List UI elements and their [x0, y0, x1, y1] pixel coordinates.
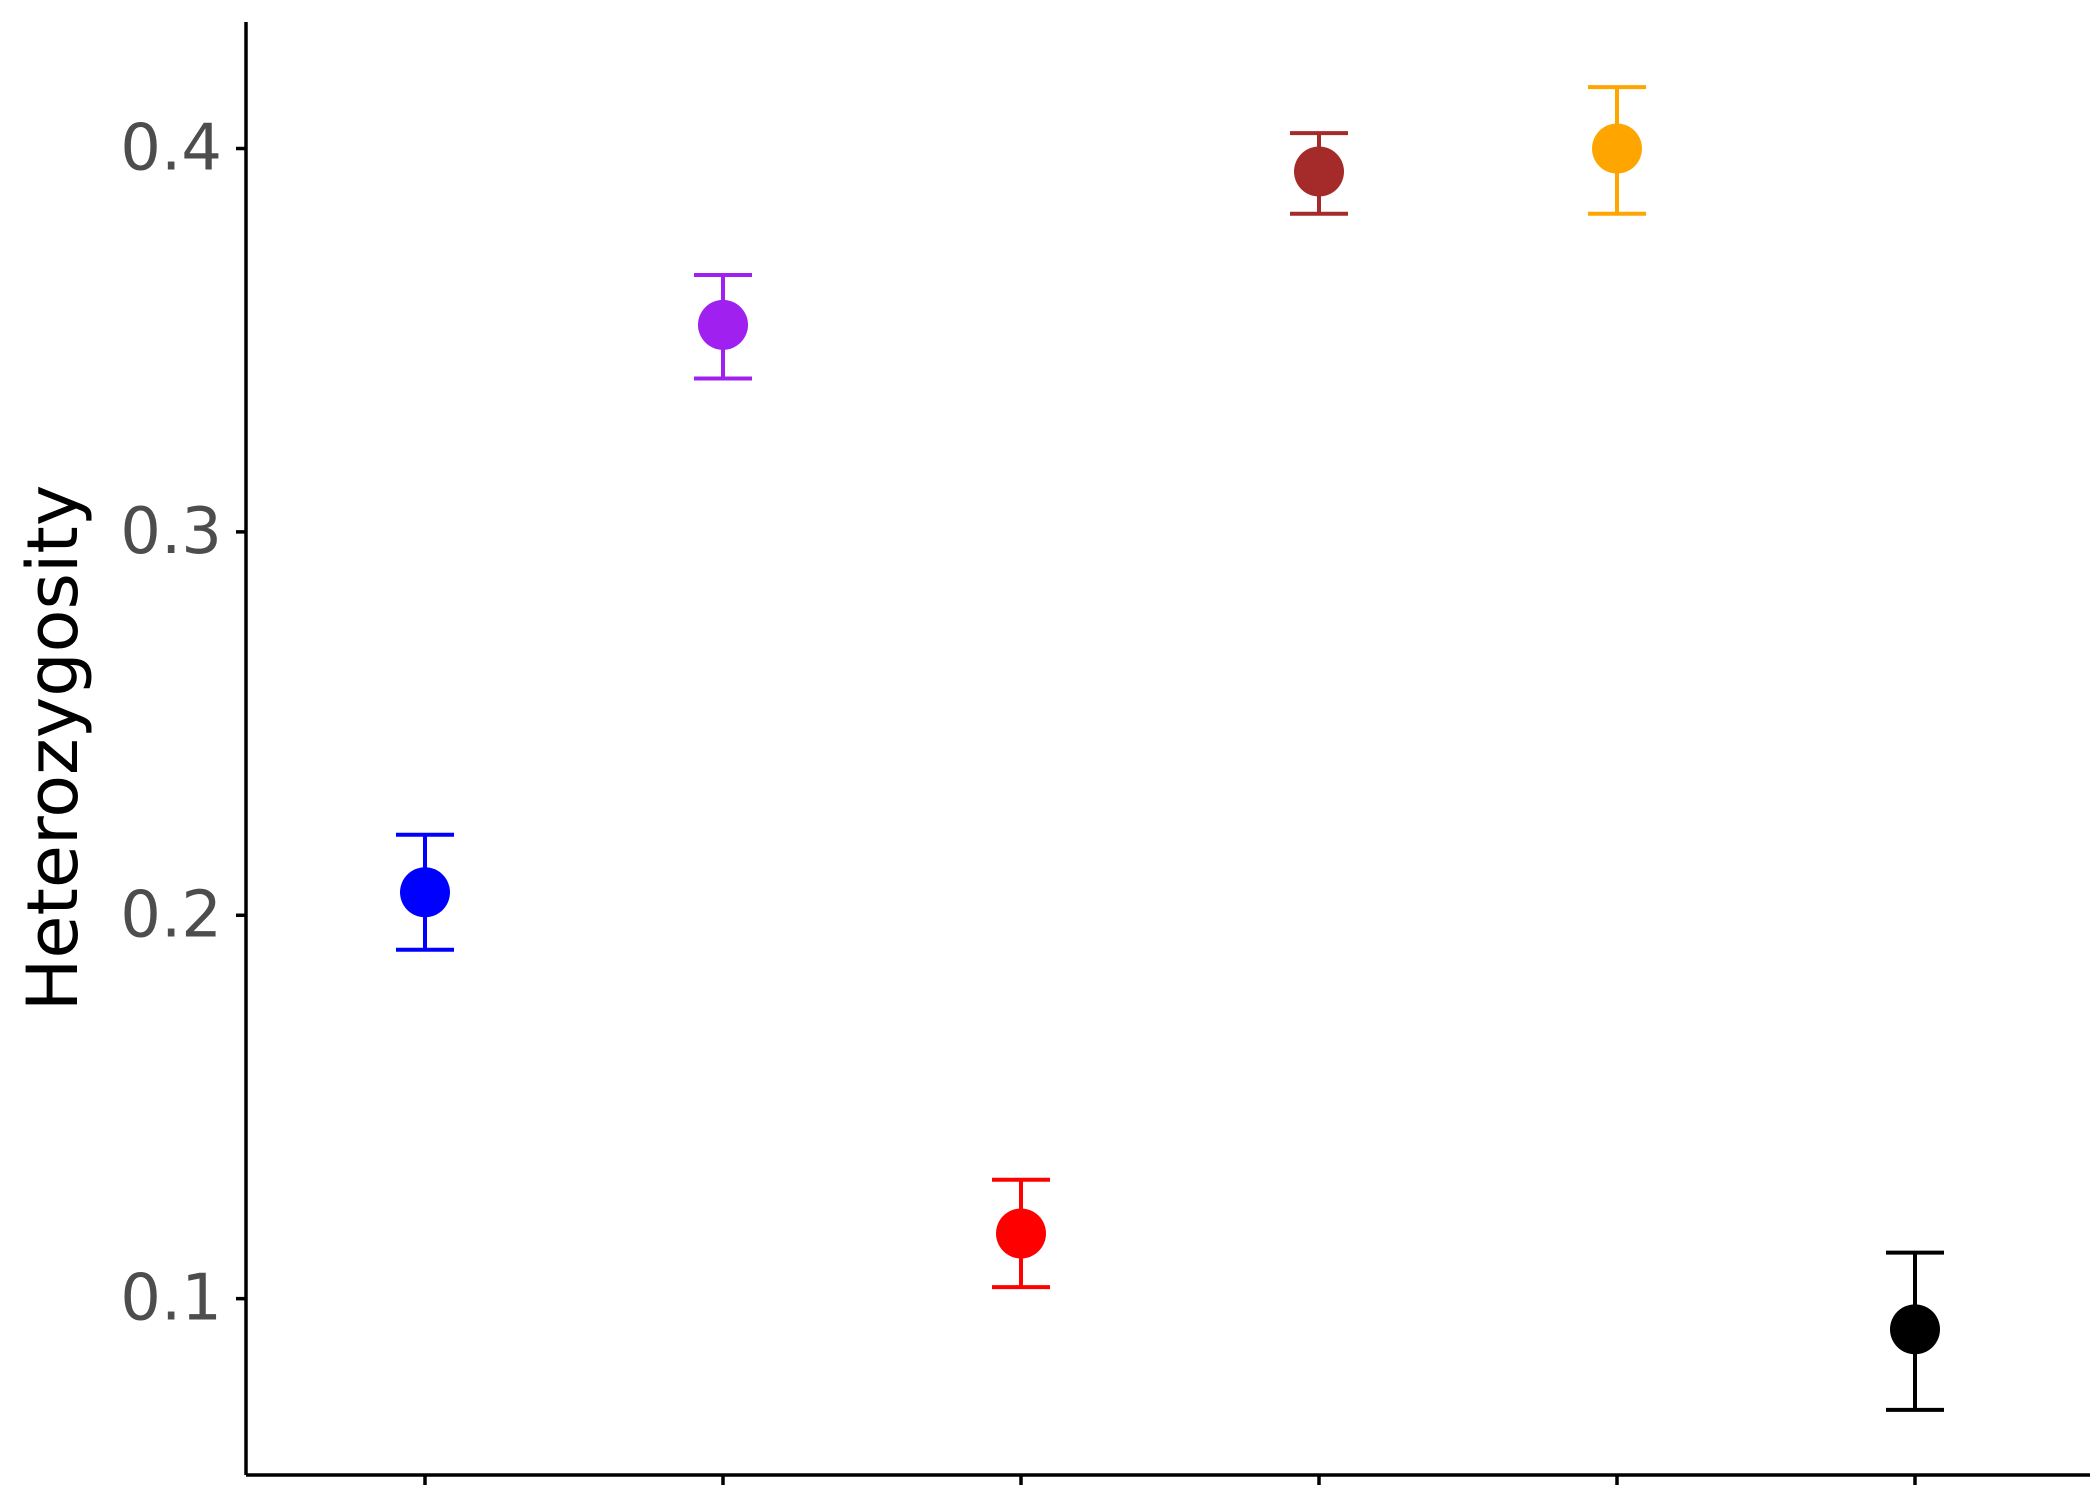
y-tick-label: 0.1: [120, 1262, 222, 1336]
data-point: [996, 1208, 1046, 1259]
data-point-group: [1886, 1250, 1944, 1412]
data-point-group: [694, 273, 752, 381]
data-point: [698, 299, 748, 350]
data-point-group: [992, 1177, 1050, 1290]
y-axis-ticks: 0.1 0.2 0.3 0.4: [120, 112, 246, 1336]
data-point: [1592, 123, 1642, 174]
data-point-group: [1290, 131, 1348, 216]
y-tick-label: 0.4: [120, 112, 222, 186]
data-point-group: [396, 832, 454, 952]
y-tick-label: 0.2: [120, 878, 222, 952]
y-tick-label: 0.3: [120, 495, 222, 569]
data-points: [396, 85, 1944, 1412]
data-point: [1294, 146, 1344, 197]
data-point: [400, 867, 450, 918]
data-point-group: [1588, 85, 1646, 216]
y-axis-title: Heterozygosity: [12, 485, 94, 1012]
data-point: [1890, 1304, 1940, 1355]
